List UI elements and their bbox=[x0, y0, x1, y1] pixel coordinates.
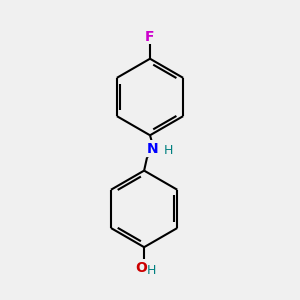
Text: H: H bbox=[164, 144, 173, 158]
Text: O: O bbox=[135, 261, 147, 275]
Text: N: N bbox=[147, 142, 159, 155]
Text: F: F bbox=[145, 30, 155, 44]
Text: H: H bbox=[147, 264, 156, 277]
